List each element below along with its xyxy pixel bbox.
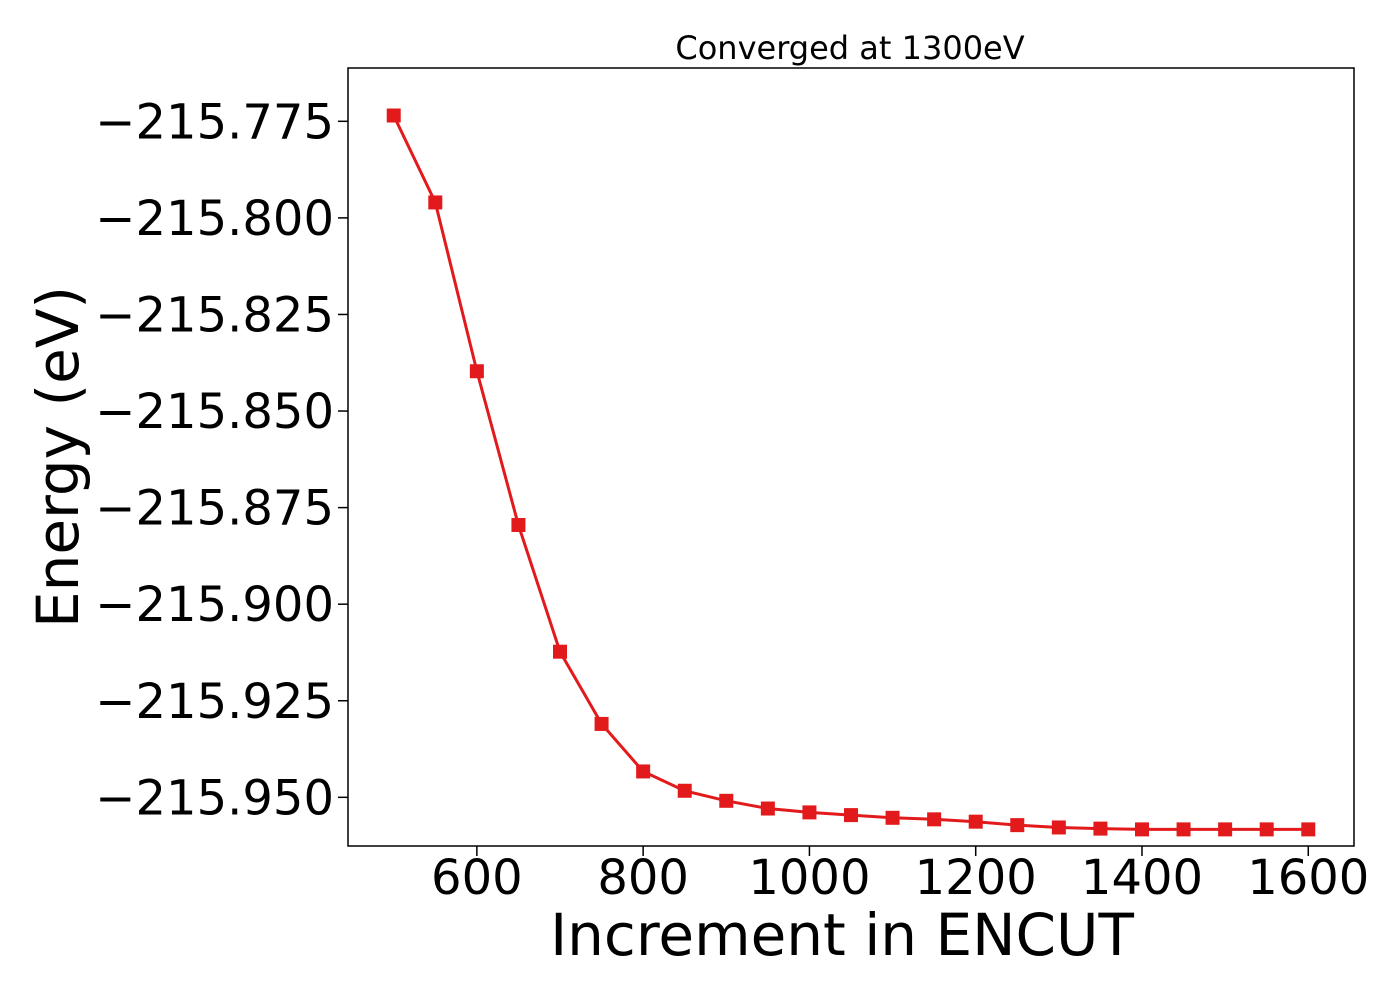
data-point (1093, 821, 1108, 836)
data-point (677, 783, 692, 798)
data-point (927, 812, 942, 827)
y-tick-label: −215.825 (95, 287, 334, 343)
y-tick-label: −215.950 (95, 770, 334, 826)
y-tick-label: −215.850 (95, 384, 334, 440)
data-point (636, 764, 651, 779)
data-point (594, 716, 609, 731)
data-point (1010, 818, 1025, 833)
data-point (1301, 822, 1316, 837)
data-point (844, 808, 858, 823)
x-tick-label: 1600 (1247, 850, 1369, 906)
data-point (1051, 820, 1066, 835)
data-point (802, 805, 817, 820)
data-point (760, 801, 775, 816)
x-axis-label: Increment in ENCUT (550, 901, 1134, 969)
x-tick-label: 1400 (1081, 850, 1203, 906)
x-axis: 600 800 1000 1200 1400 1600 (431, 846, 1369, 906)
x-tick-label: 800 (597, 850, 689, 906)
x-tick-label: 1200 (915, 850, 1037, 906)
y-axis: −215.775 −215.800 −215.825 −215.850 −215.875… (95, 94, 348, 826)
plot-frame (347, 67, 1355, 847)
data-point (469, 364, 484, 379)
y-tick-label: −215.875 (95, 481, 334, 537)
y-axis-label: Energy (eV) (24, 286, 92, 628)
y-tick-label: −215.775 (95, 94, 334, 150)
series-line (392, 114, 1309, 831)
data-point (1218, 822, 1233, 837)
data-point (1176, 822, 1191, 837)
data-point (1259, 822, 1274, 837)
y-tick-label: −215.925 (95, 674, 334, 730)
data-point (428, 195, 443, 210)
data-point (511, 517, 526, 532)
data-point (968, 814, 983, 829)
y-tick-label: −215.900 (95, 577, 334, 633)
data-point (885, 810, 900, 825)
y-tick-label: −215.800 (95, 191, 334, 247)
x-tick-label: 1000 (748, 850, 870, 906)
data-point (386, 108, 401, 123)
series-markers (386, 108, 1316, 837)
chart-title: Converged at 1300eV (675, 29, 1024, 67)
data-point (719, 793, 734, 808)
data-point (1134, 822, 1149, 837)
x-tick-label: 600 (431, 850, 523, 906)
data-point (553, 644, 568, 659)
